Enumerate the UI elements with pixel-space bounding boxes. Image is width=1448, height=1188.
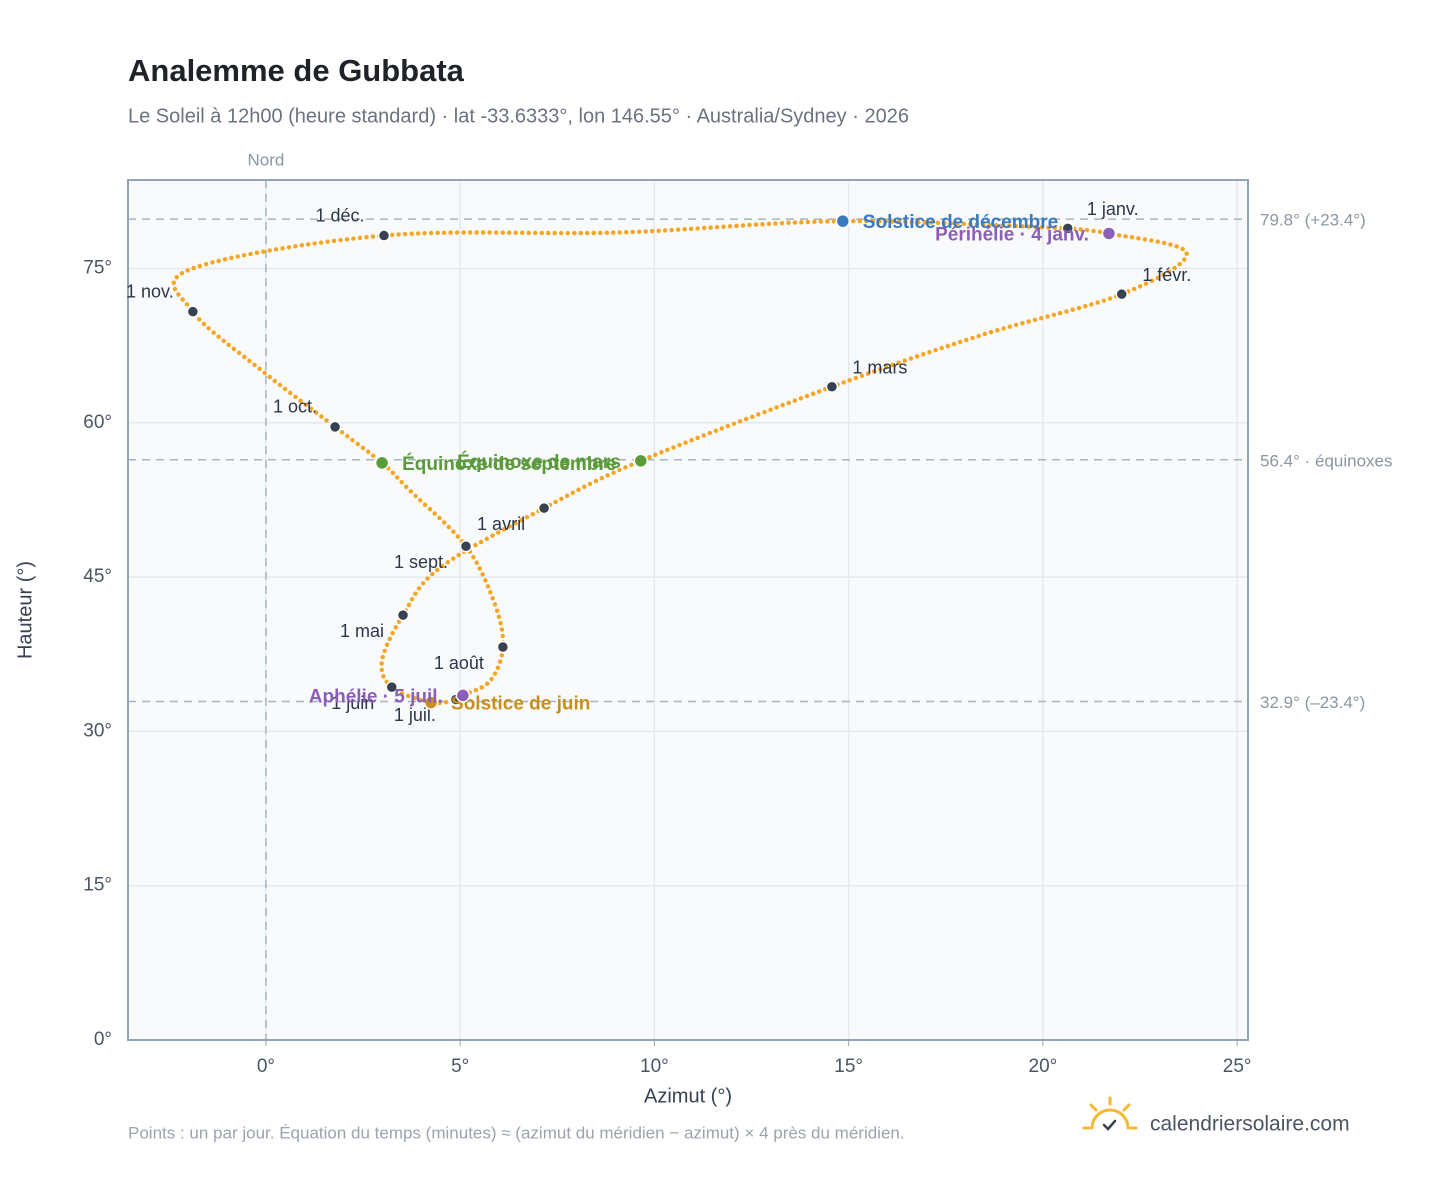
- plot-area: [128, 180, 1248, 1040]
- y-tick-label: 0°: [94, 1029, 112, 1050]
- event-label: Aphélie · 5 juil.: [309, 686, 443, 707]
- y-tick-label: 15°: [83, 875, 112, 896]
- month-label: 1 avril: [477, 514, 525, 534]
- month-label: 1 nov.: [126, 281, 174, 301]
- month-marker: [537, 501, 551, 515]
- month-label: 1 oct.: [273, 397, 317, 417]
- reference-label: 79.8° (+23.4°): [1260, 211, 1366, 230]
- month-label: 1 févr.: [1142, 265, 1191, 285]
- x-tick-label: 10°: [640, 1056, 669, 1077]
- x-tick-label: 15°: [834, 1056, 863, 1077]
- month-marker: [459, 539, 473, 553]
- month-marker: [377, 229, 391, 242]
- y-tick-label: 30°: [83, 720, 112, 741]
- month-label: 1 sept.: [394, 552, 448, 572]
- chart-title: Analemme de Gubbata: [128, 53, 465, 88]
- y-tick-label: 45°: [83, 566, 112, 587]
- y-tick-label: 60°: [83, 412, 112, 433]
- event-label: Périhélie · 4 janv.: [935, 225, 1089, 246]
- month-marker: [1061, 222, 1074, 235]
- brand: calendriersolaire.com: [1150, 1113, 1350, 1136]
- event-label: Solstice de décembre: [863, 212, 1058, 233]
- event-label: Solstice de juin: [451, 694, 590, 715]
- chart-subtitle: Le Soleil à 12h00 (heure standard) · lat…: [128, 105, 909, 127]
- footnote: Points : un par jour. Équation du temps …: [128, 1123, 905, 1142]
- month-marker: [328, 420, 342, 434]
- month-marker: [385, 680, 399, 694]
- y-axis-title: Hauteur (°): [14, 561, 36, 659]
- event-marker: [455, 688, 471, 703]
- x-axis-title: Azimut (°): [644, 1085, 732, 1107]
- month-label: 1 déc.: [315, 205, 364, 225]
- x-tick-label: 25°: [1223, 1056, 1252, 1077]
- event-marker: [633, 453, 649, 469]
- month-marker: [496, 640, 510, 654]
- x-tick-label: 20°: [1029, 1056, 1058, 1077]
- event-marker: [423, 695, 439, 710]
- month-label: 1 juin: [331, 693, 374, 713]
- x-tick-label: 0°: [257, 1056, 275, 1077]
- month-marker: [1115, 287, 1128, 301]
- month-marker: [825, 380, 839, 394]
- month-label: 1 mars: [852, 358, 907, 378]
- reference-label: 32.9° (–23.4°): [1260, 693, 1365, 712]
- brand-logo: [1082, 1096, 1138, 1131]
- x-tick-label: 5°: [451, 1056, 469, 1077]
- reference-label: 56.4° · équinoxes: [1260, 451, 1393, 470]
- analemma-curve: [171, 218, 1189, 706]
- month-label: 1 mai: [340, 621, 384, 641]
- y-tick-label: 75°: [83, 257, 112, 278]
- event-label: Équinoxe de mars: [457, 451, 621, 473]
- month-label: 1 janv.: [1087, 199, 1139, 219]
- event-marker: [374, 455, 390, 471]
- month-label: 1 juil.: [394, 705, 436, 725]
- event-label: Équinoxe de septembre: [402, 453, 616, 475]
- meridian-label: Nord: [247, 150, 284, 169]
- plot-border: [127, 179, 1249, 1041]
- event-marker: [835, 213, 851, 229]
- event-marker: [1101, 226, 1117, 241]
- month-marker: [396, 608, 410, 622]
- month-label: 1 août: [434, 653, 484, 673]
- month-marker: [186, 305, 200, 318]
